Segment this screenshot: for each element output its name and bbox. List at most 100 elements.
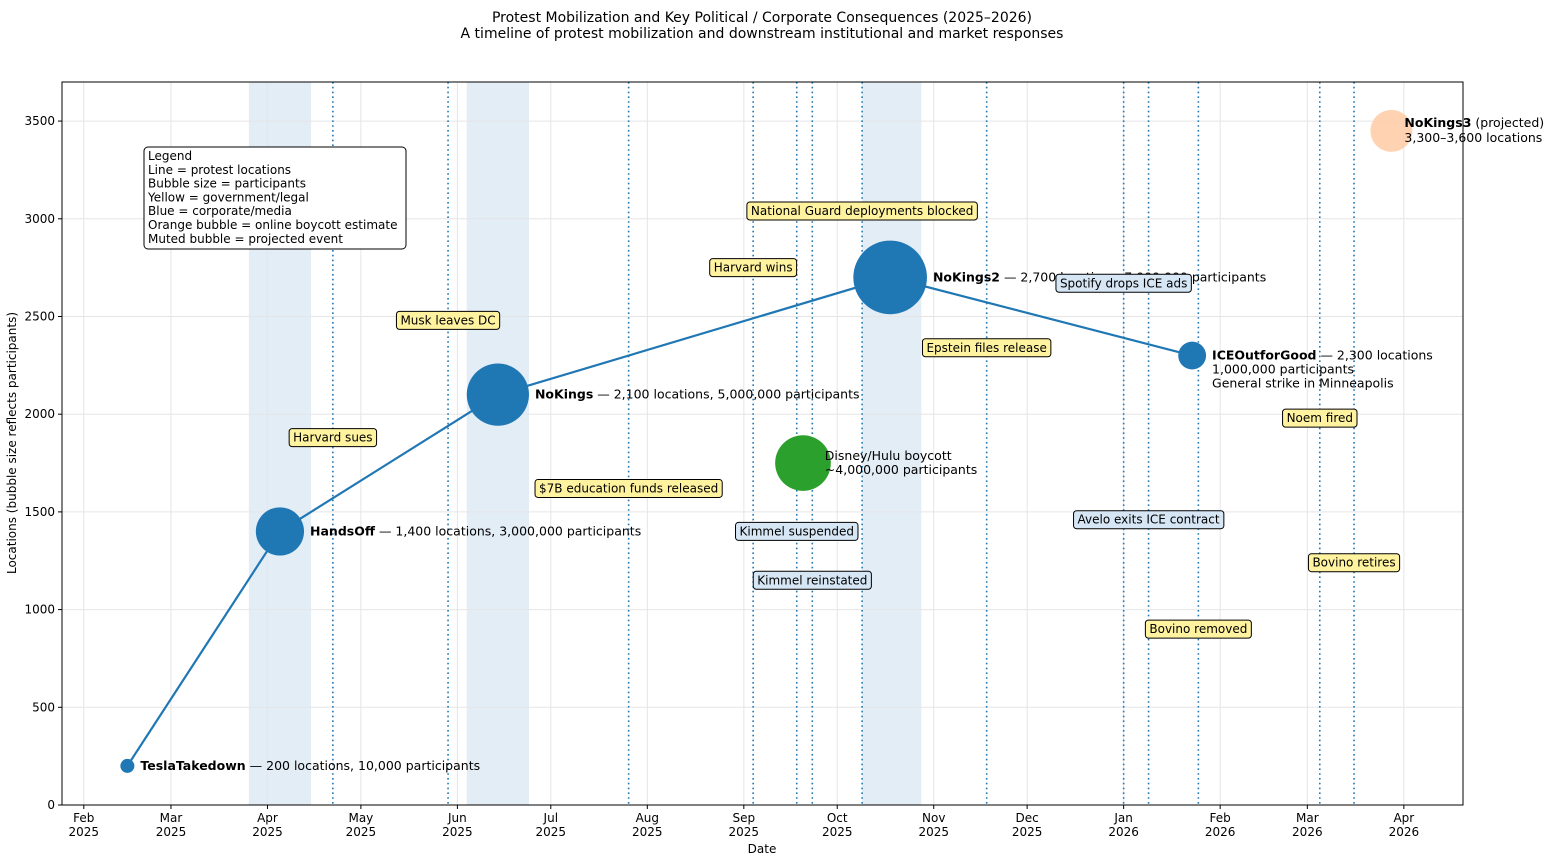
event-annotation: Bovino retires (1307, 553, 1401, 573)
legend-line: Blue = corporate/media (148, 204, 292, 218)
point-name: NoKings (535, 387, 593, 402)
event-annotation: $7B education funds released (534, 478, 723, 498)
event-label: Harvard sues (293, 431, 372, 445)
boycott-bubble (775, 435, 831, 491)
event-annotation: Kimmel suspended (735, 521, 859, 541)
protest-bubble (255, 507, 305, 556)
y-axis-label: Locations (bubble size reflects particip… (5, 312, 19, 574)
x-tick-label-year: 2025 (252, 825, 283, 839)
x-tick-label-year: 2025 (156, 825, 187, 839)
event-label: Spotify drops ICE ads (1060, 276, 1187, 290)
x-tick-label-month: Feb (73, 811, 94, 825)
y-tick-label: 2000 (24, 407, 55, 421)
point-label: TeslaTakedown — 200 locations, 10,000 pa… (140, 758, 480, 773)
event-annotation: Epstein files release (921, 338, 1052, 358)
x-tick-label-year: 2025 (69, 825, 100, 839)
event-box (395, 310, 501, 330)
event-label: Harvard wins (714, 261, 793, 275)
x-tick-label-month: Oct (827, 811, 848, 825)
point-label-extra: General strike in Minneapolis (1212, 376, 1394, 391)
x-tick-label-month: Mar (1296, 811, 1319, 825)
x-tick-label-month: Apr (257, 811, 278, 825)
y-tick-label: 1000 (24, 603, 55, 617)
legend-line: Orange bubble = online boycott estimate (148, 218, 397, 232)
event-box (735, 521, 859, 541)
event-annotation: Avelo exits ICE contract (1073, 510, 1225, 530)
event-box (288, 428, 378, 448)
projected-suffix: (projected) (1471, 115, 1544, 130)
x-tick-label-month: Jul (543, 811, 558, 825)
x-tick-label-year: 2025 (729, 825, 760, 839)
event-label: $7B education funds released (539, 481, 718, 495)
axes: Feb2025Mar2025Apr2025May2025Jun2025Jul20… (24, 114, 1419, 839)
event-label: Bovino removed (1149, 622, 1247, 636)
legend-box (143, 146, 407, 250)
x-tick-label-year: 2025 (632, 825, 663, 839)
point-detail: — 1,400 locations, 3,000,000 participant… (375, 523, 641, 538)
projected-label-line2: 3,300–3,600 locations (1404, 130, 1542, 145)
x-tick-label-month: Dec (1016, 811, 1039, 825)
protest-bubble (1178, 341, 1207, 370)
event-box (534, 478, 723, 498)
event-label: Bovino retires (1312, 556, 1395, 570)
boycott-label: ~4,000,000 participants (825, 462, 977, 477)
x-tick-label-year: 2025 (918, 825, 949, 839)
point-label-extra: 1,000,000 participants (1212, 362, 1354, 377)
boycott-label: Disney/Hulu boycott (825, 448, 952, 463)
event-box (709, 258, 798, 278)
chart-subtitle: A timeline of protest mobilization and d… (461, 26, 1064, 42)
x-tick-label-month: Jan (1113, 811, 1133, 825)
event-annotation: Musk leaves DC (395, 310, 501, 330)
event-label: National Guard deployments blocked (751, 204, 974, 218)
x-tick-label-year: 2025 (442, 825, 473, 839)
projected-bubble (1370, 109, 1413, 152)
point-name: TeslaTakedown (140, 758, 245, 773)
point-label: NoKings — 2,100 locations, 5,000,000 par… (535, 387, 860, 402)
event-annotation: Noem fired (1282, 408, 1358, 428)
x-tick-label-month: Jun (447, 811, 467, 825)
x-tick-label-month: Nov (922, 811, 945, 825)
point-name: NoKings2 (933, 269, 1000, 284)
projected-name: NoKings3 (1404, 115, 1471, 130)
event-box (746, 201, 978, 221)
legend-line: Legend (148, 149, 192, 163)
y-tick-label: 1500 (24, 505, 55, 519)
x-tick-label-month: Sep (733, 811, 756, 825)
event-box (1144, 619, 1252, 639)
y-tick-label: 3500 (24, 114, 55, 128)
projected-label: NoKings3 (projected) (1404, 115, 1544, 130)
x-tick-label-month: Mar (160, 811, 183, 825)
event-box (1307, 553, 1401, 573)
event-annotation: Harvard sues (288, 428, 378, 448)
y-tick-label: 2500 (24, 309, 55, 323)
event-label: Avelo exits ICE contract (1078, 513, 1220, 527)
x-tick-label-month: Feb (1210, 811, 1231, 825)
point-labels: TeslaTakedown — 200 locations, 10,000 pa… (140, 115, 1544, 773)
event-annotations: Harvard sues Musk leaves DC $7B education … (288, 201, 1401, 639)
x-tick-label-year: 2025 (536, 825, 567, 839)
event-annotation: Kimmel reinstated (752, 570, 872, 590)
event-box (752, 570, 872, 590)
y-tick-label: 3000 (24, 212, 55, 226)
bubbles (120, 109, 1413, 773)
point-detail: — 2,300 locations (1316, 348, 1432, 363)
x-tick-label-year: 2025 (346, 825, 377, 839)
x-tick-label-year: 2026 (1292, 825, 1323, 839)
chart-title: Protest Mobilization and Key Political /… (492, 10, 1032, 26)
point-name: ICEOutforGood (1212, 348, 1316, 363)
point-label: HandsOff — 1,400 locations, 3,000,000 pa… (310, 523, 641, 538)
x-tick-label-month: Apr (1393, 811, 1414, 825)
x-tick-label-year: 2026 (1205, 825, 1236, 839)
protest-bubble (853, 240, 927, 315)
event-label: Epstein files release (926, 341, 1046, 355)
event-box (1055, 273, 1192, 293)
event-label: Noem fired (1287, 411, 1353, 425)
point-label: ICEOutforGood — 2,300 locations (1212, 348, 1433, 363)
x-axis-label: Date (748, 842, 777, 856)
point-detail: — 200 locations, 10,000 participants (246, 758, 480, 773)
event-box (1282, 408, 1358, 428)
x-tick-label-year: 2026 (1108, 825, 1139, 839)
x-tick-label-year: 2026 (1389, 825, 1420, 839)
